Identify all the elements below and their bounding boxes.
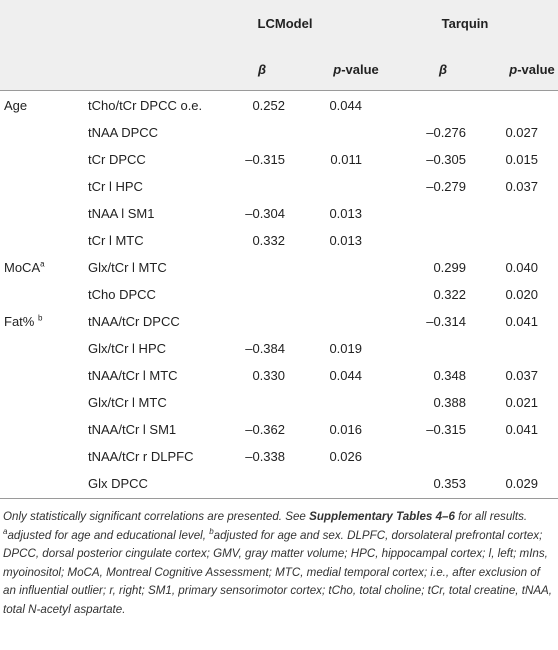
measure: tCho/tCr DPCC o.e. [88, 98, 203, 113]
group-label: Fat% [4, 314, 38, 329]
cell-value: 0.322 [433, 287, 466, 302]
cell-value: –0.338 [245, 449, 285, 464]
group-note: a [40, 259, 45, 269]
cell-value: 0.021 [505, 395, 538, 410]
cell-value: 0.037 [505, 179, 538, 194]
group-label: MoCA [4, 260, 41, 275]
cell-value: 0.353 [433, 476, 466, 491]
cell-value: –0.315 [245, 152, 285, 167]
measure: tNAA/tCr r DLPFC [88, 449, 194, 464]
group-header: Tarquin [441, 16, 489, 31]
cell-value: 0.020 [505, 287, 538, 302]
cell-value: –0.315 [426, 422, 466, 437]
cell-value: –0.362 [245, 422, 285, 437]
cell-value: 0.011 [330, 152, 362, 167]
footnote-text: for all results. [454, 510, 528, 523]
cell-value: 0.019 [329, 341, 362, 356]
cell-value: –0.279 [426, 179, 466, 194]
group-note: b [37, 313, 43, 323]
measure: Glx/tCr l HPC [88, 341, 166, 356]
footnote-mark: a [3, 526, 8, 536]
row-group: MoCAa [4, 260, 45, 276]
group-label: Age [4, 98, 28, 113]
cell-value: –0.305 [426, 152, 466, 167]
cell-value: 0.044 [329, 98, 362, 113]
header-background [0, 0, 558, 90]
cell-value: –0.314 [426, 314, 466, 329]
cell-value: 0.041 [505, 314, 538, 329]
cell-value: 0.044 [329, 368, 362, 383]
cell-value: 0.330 [252, 368, 285, 383]
cell-value: 0.015 [505, 152, 538, 167]
measure: tNAA l SM1 [88, 206, 155, 221]
measure: tCr DPCC [88, 152, 146, 167]
measure: tCho DPCC [88, 287, 156, 302]
measure: Glx DPCC [88, 476, 148, 491]
cell-value: 0.348 [433, 368, 466, 383]
footnote: Only statistically significant correlati… [3, 508, 553, 619]
row-group: Fat% b [4, 314, 42, 330]
beta-symbol: β [438, 62, 448, 77]
footnote-text: adjusted for age and educational level, [7, 528, 210, 542]
footnote-text: adjusted for age and sex. DLPFC, dorsola… [3, 528, 553, 616]
p-italic: p [509, 62, 518, 77]
measure: tNAA DPCC [88, 125, 159, 140]
cell-value: –0.304 [245, 206, 285, 221]
group-header: LCModel [257, 16, 313, 31]
cell-value: 0.388 [433, 395, 466, 410]
cell-value: 0.013 [329, 233, 362, 248]
table-bottom-rule [0, 498, 558, 499]
cell-value: 0.016 [329, 422, 362, 437]
measure: Glx/tCr l MTC [88, 395, 167, 410]
beta-symbol: β [257, 62, 267, 77]
footnote-text: Supplementary Tables 4–6 [309, 510, 455, 523]
column-header: β [222, 62, 302, 78]
p-italic: p [333, 62, 342, 77]
measure: Glx/tCr l MTC [88, 260, 167, 275]
cell-value: 0.037 [505, 368, 538, 383]
cell-value: 0.041 [505, 422, 538, 437]
cell-value: –0.276 [426, 125, 466, 140]
cell-value: 0.026 [329, 449, 362, 464]
footnote-text: Only statistically significant correlati… [3, 510, 310, 523]
cell-value: 0.299 [433, 260, 466, 275]
measure: tCr l HPC [88, 179, 143, 194]
cell-value: 0.252 [252, 98, 285, 113]
cell-value: 0.027 [505, 125, 538, 140]
measure: tCr l MTC [88, 233, 144, 248]
footnote-mark: b [209, 526, 214, 536]
cell-value: 0.013 [329, 206, 362, 221]
value-text: -value [341, 62, 379, 77]
row-group: Age [4, 98, 27, 114]
cell-value: 0.332 [252, 233, 285, 248]
measure: tNAA/tCr l MTC [88, 368, 178, 383]
measure: tNAA/tCr DPCC [88, 314, 180, 329]
column-header: β [403, 62, 483, 78]
cell-value: 0.029 [505, 476, 538, 491]
measure: tNAA/tCr l SM1 [88, 422, 177, 437]
column-header: p-value [492, 62, 558, 78]
cell-value: 0.040 [505, 260, 538, 275]
value-text: -value [517, 62, 555, 77]
column-header: p-value [316, 62, 396, 78]
header-rule [0, 90, 558, 91]
cell-value: –0.384 [245, 341, 285, 356]
